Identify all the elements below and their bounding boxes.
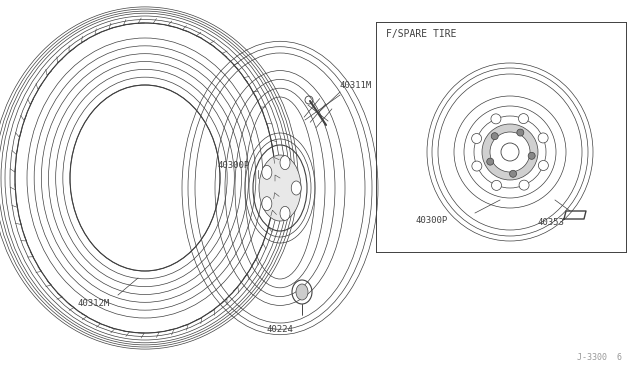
Ellipse shape	[262, 197, 272, 211]
Ellipse shape	[490, 132, 530, 172]
Ellipse shape	[280, 155, 290, 170]
Ellipse shape	[518, 113, 529, 124]
Text: F/SPARE TIRE: F/SPARE TIRE	[386, 29, 456, 39]
Ellipse shape	[262, 165, 272, 179]
Ellipse shape	[280, 206, 290, 220]
Text: 40300P: 40300P	[218, 160, 250, 170]
Ellipse shape	[472, 134, 482, 144]
Ellipse shape	[259, 155, 301, 221]
Ellipse shape	[538, 133, 548, 143]
Ellipse shape	[68, 83, 222, 273]
Text: 40353: 40353	[537, 218, 564, 227]
Text: 40224: 40224	[267, 326, 293, 334]
Ellipse shape	[492, 180, 502, 190]
Ellipse shape	[193, 51, 367, 325]
Ellipse shape	[482, 124, 538, 180]
Text: 40300P: 40300P	[416, 215, 448, 224]
Ellipse shape	[528, 152, 535, 159]
Ellipse shape	[509, 170, 516, 177]
Ellipse shape	[296, 284, 308, 300]
Text: 40312M: 40312M	[78, 298, 110, 308]
Ellipse shape	[472, 161, 482, 171]
Text: J-3300  6: J-3300 6	[577, 353, 622, 362]
Ellipse shape	[491, 114, 501, 124]
Ellipse shape	[517, 129, 524, 136]
Ellipse shape	[519, 180, 529, 190]
Ellipse shape	[492, 133, 498, 140]
Ellipse shape	[291, 181, 301, 195]
Ellipse shape	[487, 158, 493, 165]
Ellipse shape	[538, 160, 548, 170]
Text: 40311M: 40311M	[340, 80, 372, 90]
Ellipse shape	[501, 143, 519, 161]
